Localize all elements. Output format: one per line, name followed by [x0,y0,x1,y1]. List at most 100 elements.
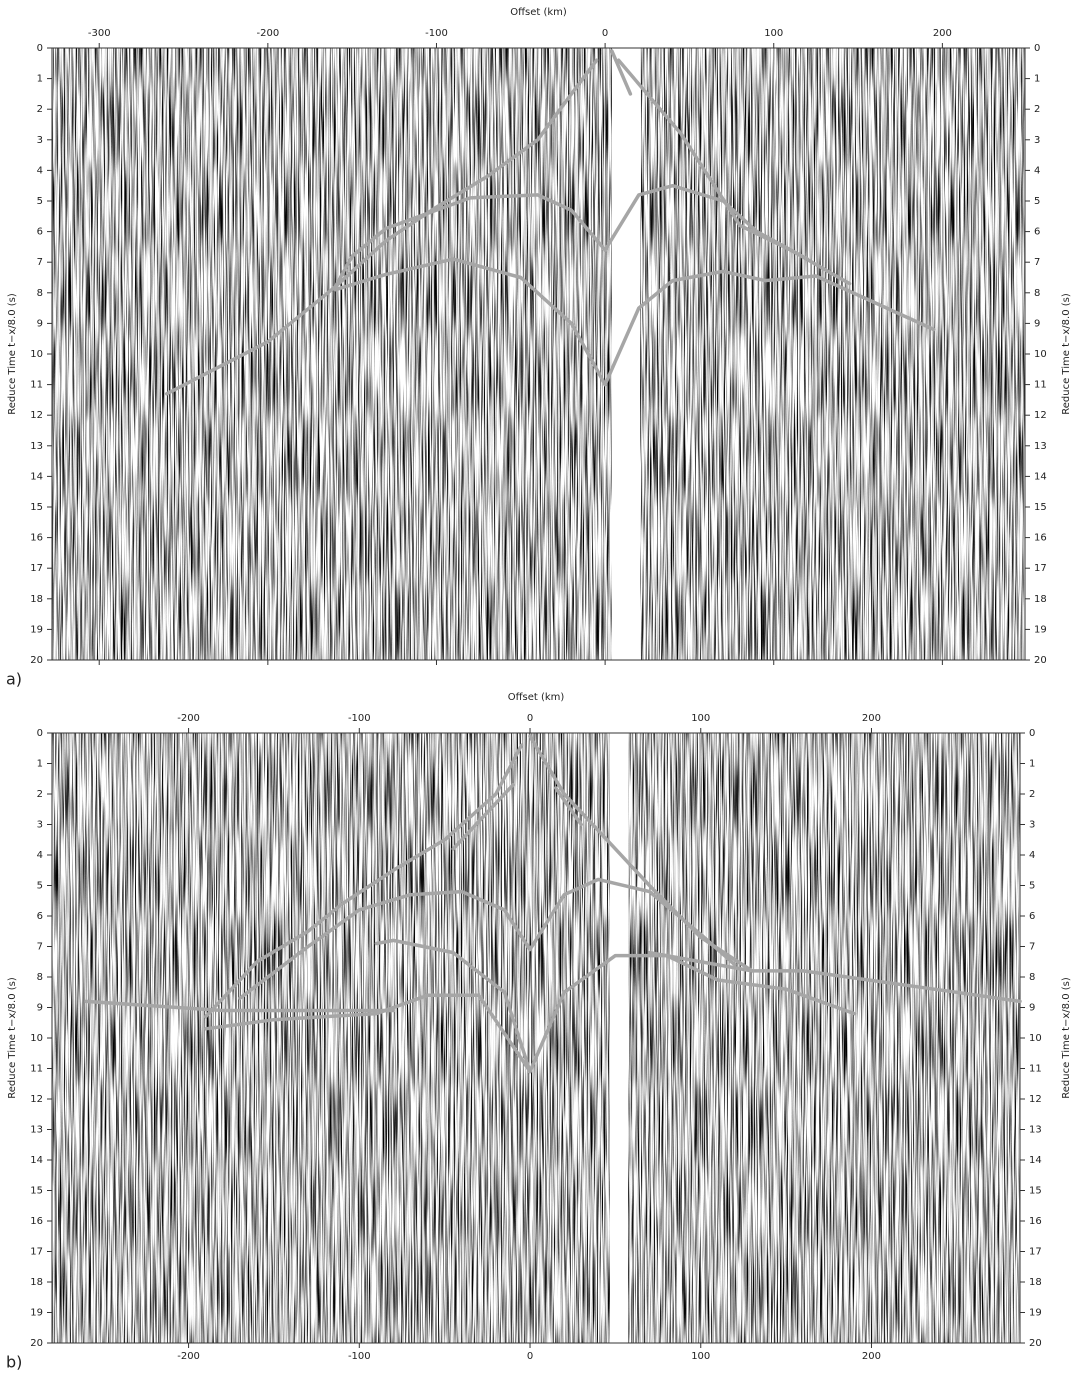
y-tick-label: 0 [37,728,43,739]
y-tick-label: 4 [1029,850,1035,861]
x-axis-label: Offset (km) [508,692,565,703]
y-tick-label: 8 [1034,288,1040,299]
y-tick-label: 9 [37,1003,43,1014]
y-axis-label: Reduce Time t−x/8.0 (s) [1061,977,1072,1099]
y-tick-label: 16 [1029,1216,1042,1227]
y-tick-label: 10 [30,349,43,360]
y-tick-label: 6 [1034,227,1040,238]
blank-band [610,733,628,1343]
x-axis-label: Offset (km) [510,7,567,18]
y-tick-label: 6 [1029,911,1035,922]
y-tick-label: 11 [30,1064,43,1075]
travel-time-curve [333,257,607,387]
y-tick-label: 13 [30,441,43,452]
y-tick-label: 8 [1029,972,1035,983]
y-tick-label: 5 [1034,196,1040,207]
y-tick-label: 12 [30,410,43,421]
record-section [52,48,1025,660]
x-tick-label: 0 [527,713,533,724]
y-axis-label: Reduce Time t−x/8.0 (s) [1061,293,1072,415]
travel-time-curve [603,269,936,387]
y-tick-label: 6 [37,911,43,922]
panel-label: b) [6,1353,22,1372]
y-tick-label: 15 [30,1186,43,1197]
x-tick-label: -100 [425,28,448,39]
y-tick-label: 3 [37,820,43,831]
y-tick-label: 10 [1029,1033,1042,1044]
y-tick-label: 0 [1034,43,1040,54]
y-tick-label: 15 [30,502,43,513]
y-tick-label: 18 [1029,1277,1042,1288]
y-tick-label: 17 [30,1247,43,1258]
y-tick-label: 20 [1029,1338,1042,1349]
y-tick-label: 12 [1034,410,1047,421]
travel-time-curve [451,783,515,851]
y-tick-label: 18 [30,1277,43,1288]
y-tick-label: 18 [30,594,43,605]
x-tick-label: 100 [691,713,710,724]
travel-time-curve [238,889,532,1001]
y-tick-label: 19 [30,1308,43,1319]
x-tick-label: 100 [691,1351,710,1362]
y-tick-label: 3 [1034,135,1040,146]
y-tick-label: 7 [1034,257,1040,268]
travel-time-curve [610,49,633,96]
travel-time-curve [203,993,532,1074]
travel-time-curve [528,877,737,967]
y-tick-label: 16 [30,533,43,544]
y-tick-label: 13 [1034,441,1047,452]
y-tick-label: 2 [37,789,43,800]
y-tick-label: 14 [30,471,43,482]
travel-time-curve [603,183,810,261]
y-tick-label: 13 [30,1125,43,1136]
x-tick-label: 200 [933,28,952,39]
x-tick-label: -200 [177,1351,200,1362]
y-tick-label: 12 [30,1094,43,1105]
y-tick-label: 5 [1029,881,1035,892]
y-tick-label: 20 [1034,655,1047,666]
y-tick-label: 3 [1029,820,1035,831]
y-tick-label: 17 [1029,1247,1042,1258]
y-tick-label: 1 [1029,759,1035,770]
y-tick-label: 20 [30,1338,43,1349]
y-tick-label: 11 [30,380,43,391]
x-tick-label: -200 [256,28,279,39]
y-tick-label: 7 [37,942,43,953]
record-section [52,733,1020,1343]
y-axis-label: Reduce Time t−x/8.0 (s) [7,293,18,415]
y-tick-label: 14 [30,1155,43,1166]
y-tick-label: 17 [1034,563,1047,574]
y-tick-label: 18 [1034,594,1047,605]
x-tick-label: 0 [527,1351,533,1362]
blank-band [612,48,640,660]
y-tick-label: 1 [1034,74,1040,85]
y-tick-label: 4 [37,165,43,176]
y-tick-label: 1 [37,74,43,85]
y-tick-label: 10 [1034,349,1047,360]
travel-time-curve [203,743,524,1019]
y-tick-label: 9 [1034,318,1040,329]
travel-time-curve [164,58,599,396]
y-tick-label: 2 [1034,104,1040,115]
y-tick-label: 8 [37,288,43,299]
y-tick-label: 9 [1029,1003,1035,1014]
y-tick-label: 17 [30,563,43,574]
x-tick-label: -100 [348,1351,371,1362]
y-tick-label: 4 [37,850,43,861]
y-tick-label: 0 [1029,728,1035,739]
y-tick-label: 16 [1034,533,1047,544]
y-tick-label: 14 [1034,471,1047,482]
travel-time-curve [553,786,583,827]
x-tick-label: 200 [862,713,881,724]
x-tick-label: -100 [348,713,371,724]
y-tick-label: 2 [1029,789,1035,800]
travel-time-curve [374,938,532,1074]
x-tick-label: 100 [764,28,783,39]
y-tick-label: 16 [30,1216,43,1227]
y-tick-label: 12 [1029,1094,1042,1105]
x-tick-label: 200 [862,1351,881,1362]
y-tick-label: 7 [1029,942,1035,953]
travel-time-curve [333,193,607,289]
x-tick-label: 0 [602,28,608,39]
